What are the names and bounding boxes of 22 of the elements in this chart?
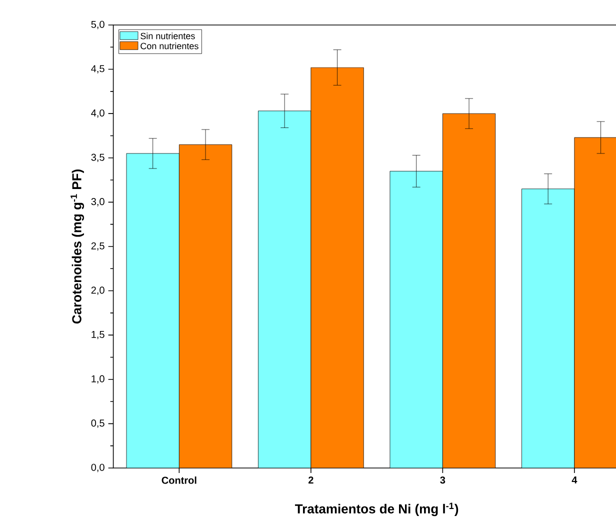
legend-label: Con nutrientes <box>140 42 198 50</box>
y-tick-label: 2,0 <box>91 286 104 295</box>
bar <box>390 170 443 468</box>
y-tick-label: 3,0 <box>91 198 104 206</box>
bar <box>126 153 180 468</box>
x-tick-label: 2 <box>308 476 314 484</box>
y-tick-label: 2,5 <box>91 242 104 251</box>
y-tick-label: 3,5 <box>91 154 104 162</box>
y-tick-label: 4,5 <box>91 65 104 74</box>
x-tick-label: 3 <box>440 476 446 484</box>
x-axis-title: Tratamientos de Ni (mg l$^{-1}$) <box>295 502 458 516</box>
y-tick-label: 0,0 <box>91 464 104 472</box>
x-tick-label: Control <box>162 476 196 484</box>
y-tick-label: 1,0 <box>92 375 104 384</box>
bar <box>258 110 312 468</box>
y-tick-label: 5,0 <box>91 20 104 30</box>
y-tick-label: 0,5 <box>91 420 104 428</box>
legend-label: Sin nutrientes <box>140 32 195 40</box>
x-tick-label: 4 <box>572 476 578 484</box>
y-tick-label: 1,5 <box>92 330 104 340</box>
y-tick-label: 4,0 <box>91 109 104 118</box>
y-axis-title: Carotenoides (mg g$^{-1}$ PF) <box>70 170 84 324</box>
